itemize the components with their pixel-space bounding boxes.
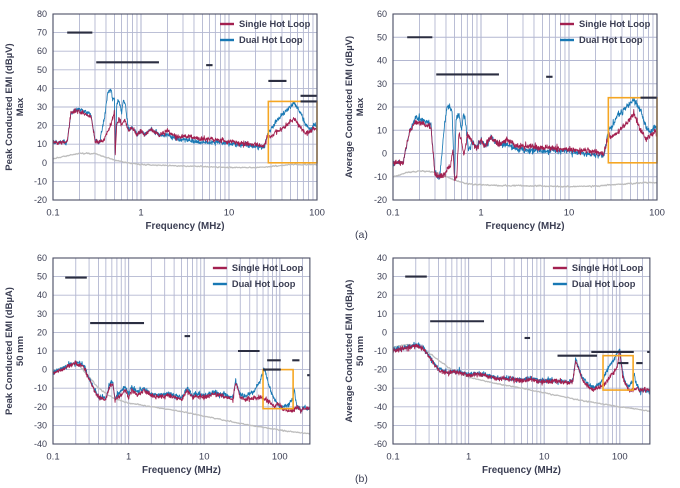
svg-text:-10: -10 bbox=[34, 383, 47, 393]
svg-text:Max: Max bbox=[15, 97, 26, 116]
svg-text:10: 10 bbox=[564, 208, 575, 219]
svg-text:10: 10 bbox=[377, 309, 387, 319]
svg-text:1: 1 bbox=[478, 208, 483, 219]
svg-text:0.1: 0.1 bbox=[386, 452, 399, 463]
svg-text:Frequency (MHz): Frequency (MHz) bbox=[146, 221, 225, 232]
svg-text:-40: -40 bbox=[374, 402, 387, 412]
svg-text:10: 10 bbox=[539, 452, 550, 463]
svg-text:-20: -20 bbox=[34, 402, 47, 412]
svg-text:100: 100 bbox=[649, 208, 665, 219]
svg-text:-30: -30 bbox=[34, 420, 47, 430]
svg-text:60: 60 bbox=[37, 46, 47, 56]
svg-text:100: 100 bbox=[309, 208, 325, 219]
svg-text:1: 1 bbox=[466, 452, 471, 463]
svg-text:30: 30 bbox=[377, 79, 387, 89]
svg-text:(b): (b) bbox=[355, 473, 368, 485]
svg-text:50: 50 bbox=[37, 65, 47, 75]
svg-text:Average Conducted EMI (dBµV): Average Conducted EMI (dBµV) bbox=[344, 36, 355, 178]
svg-text:10: 10 bbox=[199, 452, 210, 463]
svg-text:Average Conducted EMI (dBµA): Average Conducted EMI (dBµA) bbox=[344, 280, 355, 423]
svg-text:Dual Hot Loop: Dual Hot Loop bbox=[579, 35, 643, 45]
svg-text:-10: -10 bbox=[34, 176, 47, 186]
svg-text:0: 0 bbox=[42, 365, 47, 375]
svg-text:-20: -20 bbox=[374, 365, 387, 375]
svg-text:40: 40 bbox=[37, 83, 47, 93]
svg-text:Single Hot Loop: Single Hot Loop bbox=[239, 19, 311, 29]
svg-text:Dual Hot Loop: Dual Hot Loop bbox=[572, 279, 636, 289]
svg-text:10: 10 bbox=[37, 346, 47, 356]
svg-text:-50: -50 bbox=[374, 420, 387, 430]
svg-text:50 mm: 50 mm bbox=[355, 336, 366, 366]
svg-text:10: 10 bbox=[37, 139, 47, 149]
svg-text:Single Hot Loop: Single Hot Loop bbox=[579, 19, 651, 29]
svg-text:-40: -40 bbox=[34, 439, 47, 449]
svg-text:-60: -60 bbox=[374, 439, 387, 449]
svg-text:-30: -30 bbox=[374, 383, 387, 393]
svg-text:Dual Hot Loop: Dual Hot Loop bbox=[239, 35, 303, 45]
svg-text:50: 50 bbox=[37, 272, 47, 282]
svg-text:Frequency (MHz): Frequency (MHz) bbox=[486, 221, 565, 232]
svg-text:Peak Conducted EMI (dBµV): Peak Conducted EMI (dBµV) bbox=[4, 43, 15, 170]
svg-text:70: 70 bbox=[37, 28, 47, 38]
svg-text:10: 10 bbox=[224, 208, 235, 219]
svg-text:Dual Hot Loop: Dual Hot Loop bbox=[232, 279, 296, 289]
svg-text:0.1: 0.1 bbox=[386, 208, 399, 219]
svg-text:30: 30 bbox=[37, 309, 47, 319]
svg-text:0: 0 bbox=[42, 158, 47, 168]
svg-text:0: 0 bbox=[382, 327, 387, 337]
svg-text:0.1: 0.1 bbox=[46, 208, 59, 219]
svg-text:-20: -20 bbox=[374, 195, 387, 205]
svg-text:60: 60 bbox=[377, 9, 387, 19]
svg-text:100: 100 bbox=[612, 452, 628, 463]
svg-text:20: 20 bbox=[37, 327, 47, 337]
svg-text:1: 1 bbox=[138, 208, 143, 219]
svg-text:100: 100 bbox=[272, 452, 288, 463]
svg-text:20: 20 bbox=[377, 290, 387, 300]
svg-text:30: 30 bbox=[37, 102, 47, 112]
svg-text:Frequency (MHz): Frequency (MHz) bbox=[482, 465, 561, 476]
svg-text:Single Hot Loop: Single Hot Loop bbox=[572, 263, 644, 273]
svg-text:50 mm: 50 mm bbox=[15, 336, 26, 366]
svg-text:20: 20 bbox=[377, 102, 387, 112]
svg-text:-10: -10 bbox=[374, 346, 387, 356]
svg-text:-10: -10 bbox=[374, 172, 387, 182]
svg-text:1: 1 bbox=[126, 452, 131, 463]
svg-text:Max: Max bbox=[355, 97, 366, 116]
svg-text:(a): (a) bbox=[355, 229, 368, 241]
svg-text:-20: -20 bbox=[34, 195, 47, 205]
svg-text:40: 40 bbox=[377, 253, 387, 263]
svg-text:10: 10 bbox=[377, 125, 387, 135]
svg-text:50: 50 bbox=[377, 32, 387, 42]
svg-text:80: 80 bbox=[37, 9, 47, 19]
svg-text:30: 30 bbox=[377, 272, 387, 282]
svg-text:Single Hot Loop: Single Hot Loop bbox=[232, 263, 304, 273]
svg-text:0: 0 bbox=[382, 149, 387, 159]
svg-text:60: 60 bbox=[37, 253, 47, 263]
svg-text:20: 20 bbox=[37, 121, 47, 131]
svg-text:Frequency (MHz): Frequency (MHz) bbox=[142, 465, 221, 476]
svg-text:40: 40 bbox=[37, 290, 47, 300]
svg-text:40: 40 bbox=[377, 56, 387, 66]
svg-text:0.1: 0.1 bbox=[46, 452, 59, 463]
svg-text:Peak Conducted EMI (dBµA): Peak Conducted EMI (dBµA) bbox=[4, 287, 15, 415]
